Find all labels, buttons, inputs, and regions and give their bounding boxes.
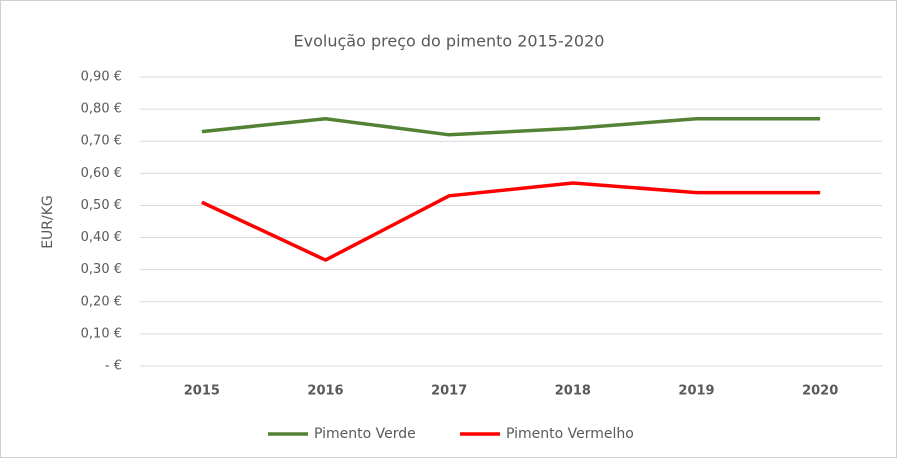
y-axis-label: EUR/KG bbox=[40, 195, 56, 249]
legend-label: Pimento Verde bbox=[314, 426, 416, 442]
y-tick-label: 0,90 € bbox=[81, 70, 122, 85]
x-tick-label: 2016 bbox=[307, 384, 343, 399]
y-tick-label: 0,80 € bbox=[81, 102, 122, 117]
y-tick-label: 0,50 € bbox=[81, 198, 122, 213]
x-tick-label: 2015 bbox=[184, 384, 220, 399]
y-tick-label: 0,10 € bbox=[81, 326, 122, 341]
y-tick-label: - € bbox=[105, 359, 122, 374]
line-series bbox=[201, 116, 821, 137]
y-tick-label: 0,20 € bbox=[81, 294, 122, 309]
chart-title: Evolução preço do pimento 2015-2020 bbox=[294, 32, 605, 51]
x-tick-label: 2018 bbox=[555, 384, 591, 399]
line-series bbox=[201, 181, 821, 262]
y-tick-label: 0,70 € bbox=[81, 134, 122, 149]
y-tick-label: 0,60 € bbox=[81, 166, 122, 181]
legend-label: Pimento Vermelho bbox=[506, 426, 634, 442]
y-tick-label: 0,40 € bbox=[81, 230, 122, 245]
x-tick-label: 2020 bbox=[802, 384, 838, 399]
x-tick-label: 2017 bbox=[431, 384, 467, 399]
y-tick-label: 0,30 € bbox=[81, 262, 122, 277]
x-tick-label: 2019 bbox=[678, 384, 714, 399]
